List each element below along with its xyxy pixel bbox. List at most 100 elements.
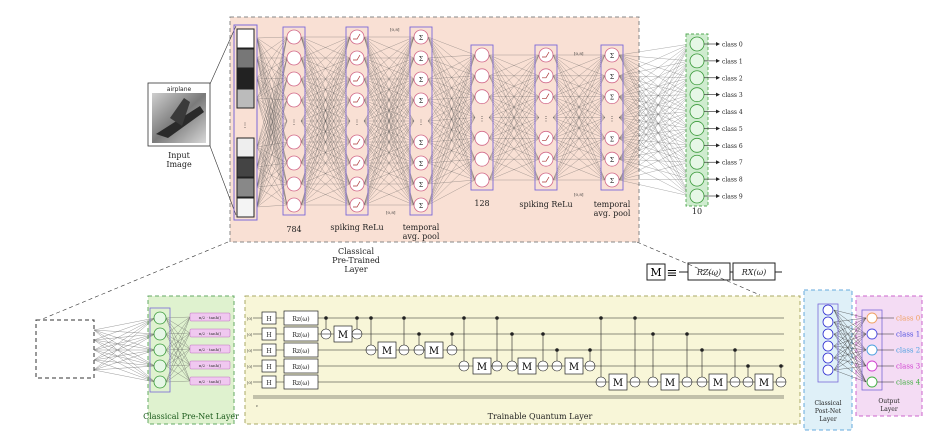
neuron — [286, 92, 302, 108]
hadamard-label: H — [266, 364, 271, 371]
network-edge — [256, 36, 288, 208]
tanh-activation-box — [189, 312, 231, 322]
network-edge — [618, 75, 691, 163]
relu-icon — [353, 75, 361, 82]
m-gate — [377, 341, 397, 359]
network-edge — [256, 141, 288, 188]
network-edge — [427, 36, 476, 56]
network-edge — [256, 204, 288, 208]
network-edge — [618, 43, 691, 97]
network-edge — [256, 77, 288, 101]
neuron — [604, 130, 620, 146]
network-edge — [618, 117, 691, 180]
sum-symbol: Σ — [419, 182, 423, 189]
neuron — [689, 53, 705, 69]
rz-gate — [283, 374, 319, 390]
network-edge — [256, 77, 288, 143]
network-edge — [300, 99, 351, 206]
arrow-head-icon — [716, 160, 720, 165]
network-edge — [363, 36, 415, 80]
class-output-label: class 2 — [722, 75, 743, 82]
layer-box — [600, 44, 624, 191]
network-edge — [618, 94, 691, 160]
network-edge — [256, 78, 288, 99]
network-edge — [618, 75, 691, 112]
input-placeholder-box — [35, 319, 95, 379]
network-edge — [618, 159, 691, 163]
network-edge — [300, 120, 351, 206]
prenet-edge — [93, 329, 156, 335]
arrow-head-icon — [716, 58, 720, 63]
network-edge — [618, 54, 691, 112]
prenet-neuron — [153, 311, 167, 325]
network-edge — [618, 138, 691, 163]
network-edge — [618, 96, 691, 197]
input-caption: airplane — [167, 86, 192, 93]
network-edge — [256, 120, 288, 208]
network-edge — [618, 111, 691, 181]
network-edge — [552, 54, 606, 139]
neuron — [689, 70, 705, 86]
prenet-title: Classical Pre-Net Layer — [143, 412, 239, 421]
neuron — [286, 29, 302, 45]
network-edge — [427, 75, 476, 206]
network-edge — [256, 57, 288, 79]
network-edge — [488, 54, 540, 76]
prenet-edge — [93, 349, 156, 367]
m-gate — [660, 373, 680, 391]
network-edge — [363, 36, 415, 164]
neuron — [689, 36, 705, 52]
control-dot — [369, 316, 373, 320]
network-edge — [363, 36, 415, 185]
neuron — [286, 155, 302, 171]
postnet-edge — [833, 345, 867, 351]
neuron — [474, 151, 490, 167]
class-output-label: class 9 — [722, 194, 743, 201]
network-edge — [618, 94, 691, 139]
network-edge — [618, 128, 691, 181]
bottom-nodes: π/2 · tanh() π/2 · tanh() π/2 · tanh() π/2 … — [149, 303, 921, 393]
output-neuron — [866, 328, 878, 340]
control-dot — [541, 332, 545, 336]
neuron — [413, 155, 429, 171]
network-edge — [256, 36, 288, 99]
temporal-pool-label-1a: temporal — [403, 223, 440, 232]
sum-symbol: Σ — [610, 157, 614, 164]
m-gate-label: M — [477, 362, 487, 373]
network-edge — [552, 117, 606, 181]
prenet-edge — [93, 333, 156, 341]
prenet-edge — [93, 317, 156, 341]
layer-box — [534, 44, 558, 191]
network-edge — [256, 57, 288, 80]
sum-symbol: Σ — [419, 98, 423, 105]
network-edge — [300, 36, 351, 185]
sum-symbol: Σ — [610, 53, 614, 60]
neuron — [349, 155, 365, 171]
network-edge — [256, 141, 288, 208]
m-definition: M ≡ RZ(ω) RX(ω) — [646, 262, 782, 281]
relu-icon — [542, 176, 550, 183]
temporal-pool-label-1b: avg. pool — [403, 232, 440, 241]
neuron — [349, 134, 365, 150]
hadamard-label: H — [266, 332, 271, 339]
m-gate — [564, 357, 584, 375]
hadamard-gate — [261, 327, 277, 341]
network-edge — [300, 141, 351, 206]
network-edge — [256, 97, 288, 143]
network-edge — [256, 36, 288, 39]
classical-title-line2: Pre-Trained — [332, 256, 380, 265]
network-edge — [427, 54, 476, 101]
network-edge — [488, 75, 540, 181]
network-edge — [300, 183, 351, 206]
sum-symbol: Σ — [610, 136, 614, 143]
network-edge — [300, 36, 351, 122]
control-dot — [417, 332, 421, 336]
prenet-edge — [93, 317, 156, 351]
neuron — [538, 172, 554, 188]
neuron — [413, 176, 429, 192]
dims-label-c: [0,8] — [574, 51, 584, 56]
neuron — [474, 172, 490, 188]
class-output-label: class 7 — [722, 160, 743, 167]
qubit-init-label: |0⟩ — [247, 332, 253, 337]
output-title-line1: Output — [878, 398, 900, 405]
